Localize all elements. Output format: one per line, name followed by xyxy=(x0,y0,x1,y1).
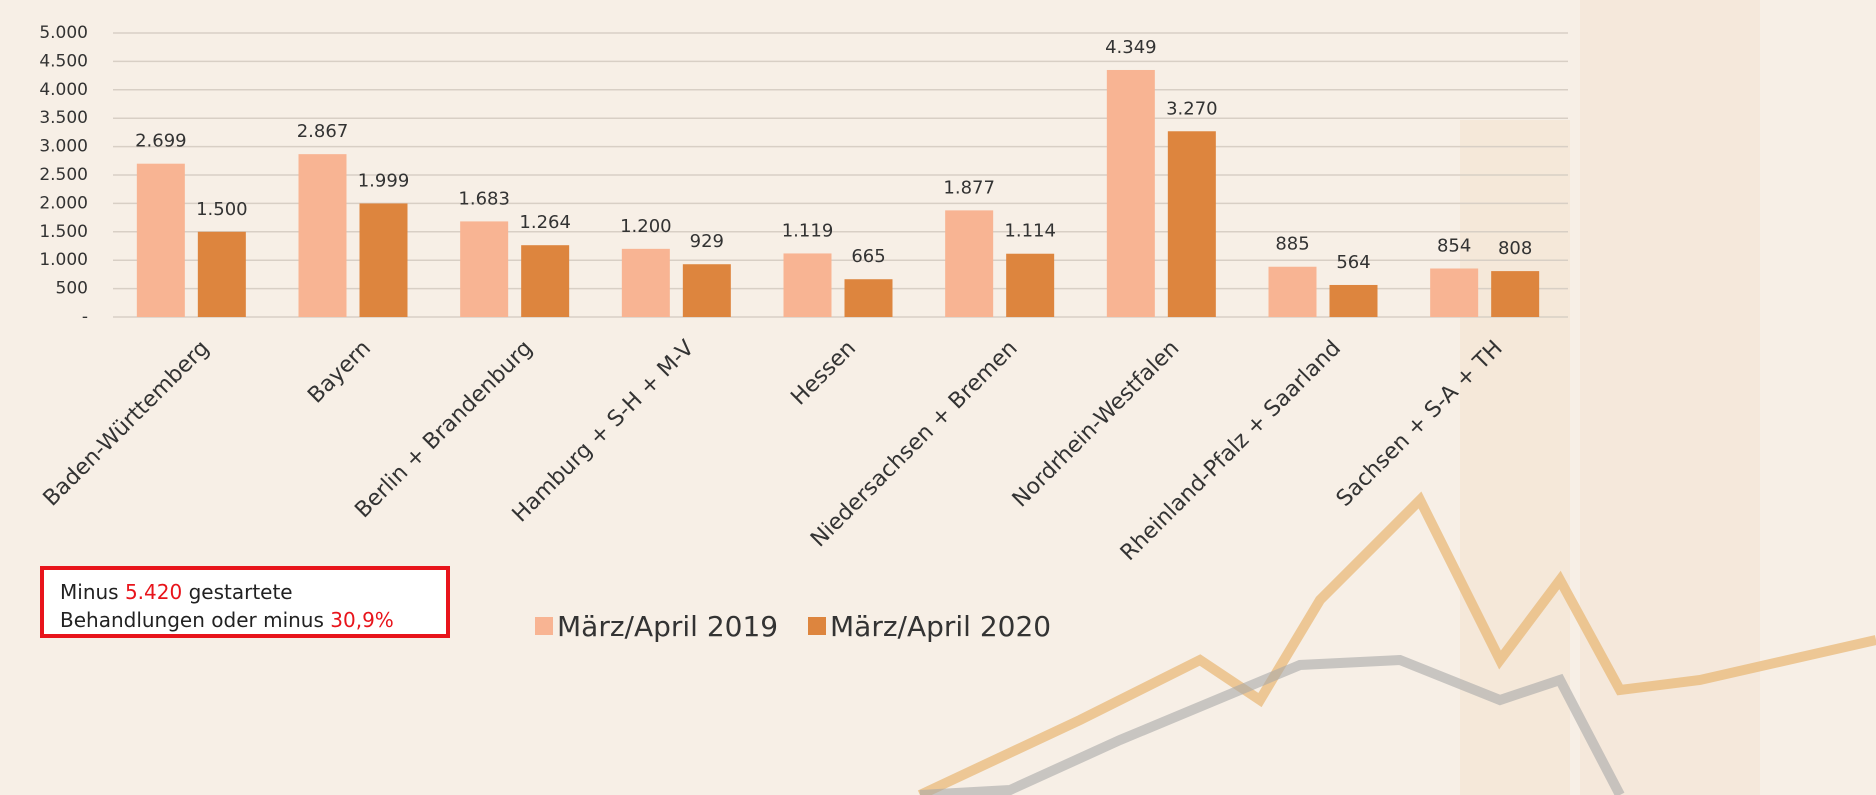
value-label: 854 xyxy=(1437,235,1471,256)
y-tick-label: 1.500 xyxy=(39,222,88,242)
bar xyxy=(1430,268,1478,317)
bar xyxy=(945,210,993,317)
y-tick-label: 1.000 xyxy=(39,250,88,270)
value-label: 1.200 xyxy=(620,216,672,237)
x-tick-label: Hamburg + S-H + M-V xyxy=(508,336,700,528)
legend-swatch xyxy=(808,617,826,635)
bar xyxy=(521,245,569,317)
y-tick-label: 2.000 xyxy=(39,193,88,213)
value-label: 1.114 xyxy=(1004,221,1056,242)
value-label: 1.877 xyxy=(943,177,995,198)
page: - 500 1.000 1.500 2.000 2.500 3.000 3.500 4.000 4… xyxy=(0,0,1876,795)
bar xyxy=(683,264,731,317)
bar xyxy=(1330,285,1378,317)
value-label: 3.270 xyxy=(1166,98,1218,119)
bar xyxy=(1491,271,1539,317)
bar xyxy=(1107,70,1155,317)
bar xyxy=(1168,131,1216,317)
annotation-highlight: 5.420 xyxy=(125,580,182,604)
bar xyxy=(137,164,185,317)
y-tick-label: 3.000 xyxy=(39,137,88,157)
y-tick-label: 5.000 xyxy=(39,23,88,43)
bar xyxy=(460,221,508,317)
value-label: 564 xyxy=(1336,252,1370,273)
legend-label: März/April 2019 xyxy=(557,610,778,643)
annotation-text: gestartete xyxy=(189,580,293,604)
value-label: 1.500 xyxy=(196,199,248,220)
x-tick-label: Hessen xyxy=(786,336,861,411)
x-tick-label: Nordrhein-Westfalen xyxy=(1008,336,1185,513)
value-label: 1.999 xyxy=(358,170,410,191)
bar xyxy=(622,249,670,317)
y-tick-label: 4.000 xyxy=(39,80,88,100)
value-label: 665 xyxy=(851,246,885,267)
value-label: 808 xyxy=(1498,238,1532,259)
x-tick-label: Baden-Württemberg xyxy=(39,336,215,512)
value-label: 929 xyxy=(690,231,724,252)
bar xyxy=(845,279,893,317)
annotation-text: Behandlungen oder minus xyxy=(60,608,324,632)
bar xyxy=(360,203,408,317)
bar xyxy=(1006,254,1054,317)
y-tick-label: - xyxy=(82,307,88,327)
annotation-box: Minus 5.420 gestartete Behandlungen oder… xyxy=(40,566,450,638)
value-label: 2.699 xyxy=(135,131,187,152)
x-tick-label: Berlin + Brandenburg xyxy=(350,336,537,523)
legend-swatch xyxy=(535,617,553,635)
y-tick-label: 3.500 xyxy=(39,108,88,128)
chart: - 500 1.000 1.500 2.000 2.500 3.000 3.500 4.000 4… xyxy=(0,0,1876,795)
annotation-highlight: 30,9% xyxy=(330,608,394,632)
bar xyxy=(784,253,832,317)
value-label: 1.264 xyxy=(519,212,571,233)
bar xyxy=(1269,267,1317,317)
value-label: 2.867 xyxy=(297,121,349,142)
bar xyxy=(198,232,246,317)
value-label: 1.119 xyxy=(782,220,834,241)
value-label: 885 xyxy=(1275,234,1309,255)
annotation-text: Minus xyxy=(60,580,119,604)
value-label: 1.683 xyxy=(458,188,510,209)
y-tick-label: 4.500 xyxy=(39,51,88,71)
x-tick-label: Bayern xyxy=(303,336,376,409)
y-tick-label: 2.500 xyxy=(39,165,88,185)
bar xyxy=(299,154,347,317)
legend-label: März/April 2020 xyxy=(830,610,1051,643)
value-label: 4.349 xyxy=(1105,37,1157,58)
y-tick-label: 500 xyxy=(56,279,88,299)
chart-container: - 500 1.000 1.500 2.000 2.500 3.000 3.500 4.000 4… xyxy=(0,0,1876,795)
